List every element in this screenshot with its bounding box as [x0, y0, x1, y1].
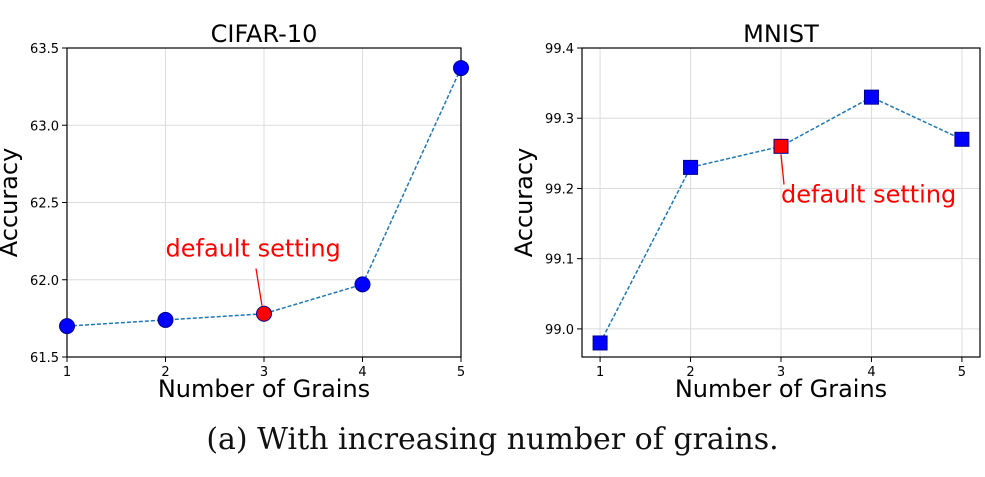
mnist-x-tick-label: 5 [958, 365, 966, 380]
cifar-data-point-2 [157, 311, 174, 328]
cifar-x-axis-label: Number of Grains [158, 375, 370, 403]
cifar-series-line [66, 67, 462, 327]
cifar-chart: 1 2 3 4 5 61.5 62.0 62.5 63.0 63.5 CIFAR-10 Number … [0, 20, 469, 403]
cifar-data-point-5 [453, 60, 469, 77]
cifar-x-tick-label: 1 [63, 365, 71, 380]
cifar-y-tick-label: 62.5 [30, 197, 59, 212]
mnist-data-point-5 [954, 131, 970, 147]
cifar-x-tick-label: 2 [161, 365, 169, 380]
mnist-x-tick-label: 1 [596, 365, 604, 380]
cifar-x-tick-label: 4 [358, 365, 366, 380]
cifar-annotation-text: default setting [166, 235, 341, 263]
mnist-annotation-arrow [780, 154, 785, 185]
cifar-data-point-1 [59, 318, 75, 335]
mnist-y-tick-label: 99.4 [545, 42, 574, 57]
mnist-chart: 1 2 3 4 5 99.0 99.1 99.2 99.3 99.4 MNIST Number of … [510, 20, 981, 403]
mnist-y-axis-label: Accuracy [510, 148, 538, 258]
cifar-data-point-4 [354, 276, 371, 293]
mnist-y-tick-label: 99.3 [545, 112, 574, 127]
cifar-y-tick-label: 63.0 [30, 119, 59, 134]
cifar-x-tick-label: 5 [457, 365, 465, 380]
mnist-x-tick-label: 4 [867, 365, 875, 380]
mnist-x-tick-label: 3 [777, 365, 785, 380]
mnist-y-tick-label: 99.0 [545, 323, 574, 338]
cifar-y-tick-label: 61.5 [30, 351, 59, 366]
cifar-y-tick-label: 63.5 [30, 42, 59, 57]
cifar-data-point-3 [256, 305, 272, 322]
cifar-x-tick-label: 3 [260, 365, 268, 380]
cifar-y-tick-label: 62.0 [30, 274, 59, 289]
cifar-annotation-arrow [255, 268, 263, 306]
mnist-y-tick-label: 99.1 [545, 253, 574, 268]
mnist-data-point-1 [592, 335, 608, 351]
mnist-annotation-text: default setting [781, 181, 956, 209]
mnist-x-axis-label: Number of Grains [675, 375, 887, 403]
mnist-data-point-4 [863, 89, 879, 105]
cifar-y-axis-label: Accuracy [0, 148, 23, 258]
mnist-y-tick-label: 99.2 [545, 182, 574, 197]
mnist-data-point-3 [773, 138, 789, 154]
mnist-x-tick-label: 2 [686, 365, 694, 380]
figure-caption: (a) With increasing number of grains. [206, 422, 779, 457]
mnist-data-point-2 [683, 159, 699, 175]
mnist-chart-title: MNIST [743, 20, 819, 48]
cifar-chart-title: CIFAR-10 [211, 20, 318, 48]
